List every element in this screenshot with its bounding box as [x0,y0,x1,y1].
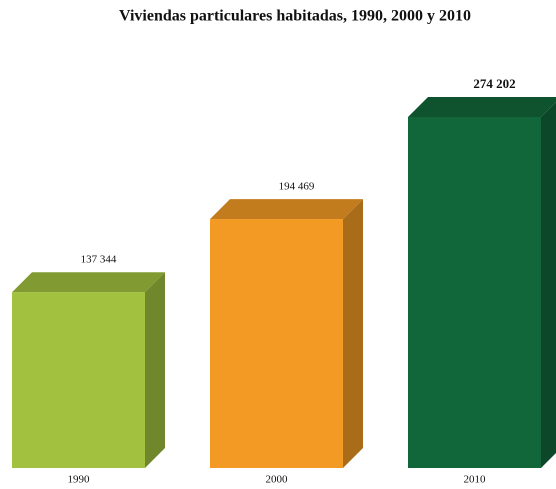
bar-side [541,102,556,468]
bar-side [343,199,363,469]
x-tick-label: 1990 [68,474,91,486]
value-label: 274 202 [473,76,515,91]
bar [408,117,541,468]
bar-top [408,97,556,117]
bar [12,292,145,468]
bar-side [145,272,165,468]
value-label: 194 469 [279,181,315,193]
x-tick-label: 2010 [464,474,487,486]
chart-title: Viviendas particulares habitadas, 1990, … [119,8,471,25]
value-label: 137 344 [81,254,117,266]
bar [210,219,343,468]
x-tick-label: 2000 [266,474,289,486]
bar-top [210,199,363,220]
bar-top [12,272,165,293]
